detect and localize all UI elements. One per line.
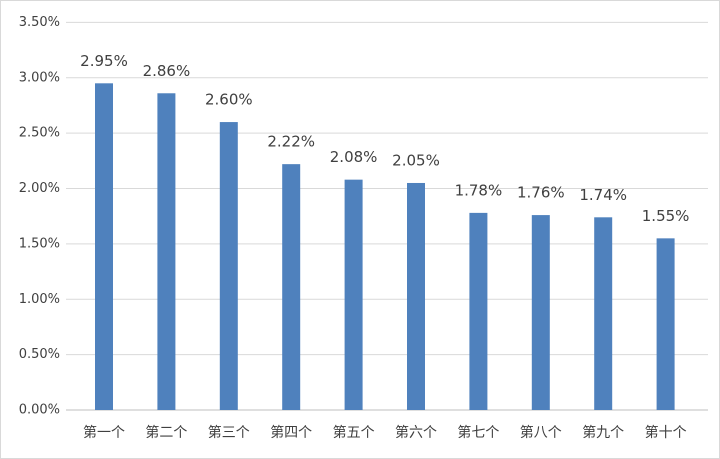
value-label: 2.95% [80,52,128,70]
y-tick-label: 3.00% [19,70,60,85]
value-label: 1.55% [642,207,690,225]
y-tick-label: 0.00% [19,403,60,418]
x-tick-label: 第六个 [395,424,437,441]
value-label: 2.22% [267,133,315,151]
x-tick-label: 第三个 [208,424,250,441]
value-label: 1.76% [517,184,565,202]
x-tick-label: 第七个 [457,424,499,441]
y-tick-label: 2.50% [19,126,60,141]
y-tick-label: 1.50% [19,236,60,251]
x-tick-label: 第五个 [333,424,375,441]
bar [594,217,613,410]
x-tick-label: 第十个 [645,424,687,441]
value-label: 1.74% [579,186,627,204]
bar [469,212,488,410]
bar [656,238,675,410]
bar [407,182,425,410]
x-tick-label: 第八个 [520,424,562,441]
value-label: 1.78% [455,181,503,199]
y-tick-label: 0.50% [19,347,60,362]
x-tick-label: 第九个 [582,424,624,441]
x-tick-label: 第一个 [83,424,125,441]
value-label: 2.60% [205,91,253,109]
x-tick-label: 第四个 [270,424,312,441]
y-tick-label: 3.50% [19,15,60,30]
value-label: 2.86% [143,62,191,80]
x-tick-label: 第二个 [145,424,187,441]
bar [282,164,301,410]
value-label: 2.08% [330,148,378,166]
bar [344,179,363,410]
y-tick-label: 1.00% [19,292,60,307]
bar [157,93,176,411]
y-tick-label: 2.00% [19,181,60,196]
bar [219,122,238,410]
bar [531,215,550,410]
value-label: 2.05% [392,151,440,169]
bar [95,83,113,411]
